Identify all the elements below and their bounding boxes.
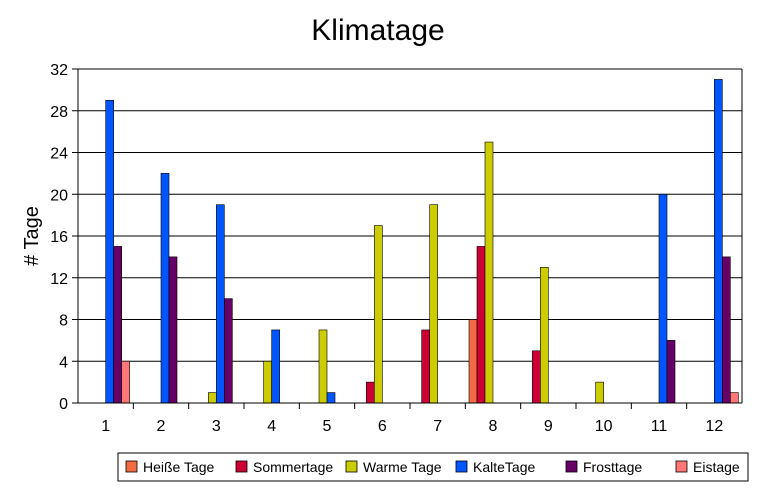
bar-warme-tage — [540, 267, 549, 404]
x-tick-label: 1 — [101, 418, 110, 435]
x-tick-label: 6 — [378, 418, 387, 435]
chart-title: Klimatage — [311, 14, 444, 47]
bar-frosttage — [113, 246, 122, 404]
bar-kaltetage — [105, 100, 114, 404]
bar-kaltetage — [714, 79, 723, 404]
bar-kaltetage — [160, 173, 170, 404]
gridlines — [78, 68, 742, 362]
y-tick-label: 28 — [50, 104, 68, 121]
bar-kaltetage — [271, 329, 280, 404]
legend-swatch — [675, 460, 688, 473]
x-tick-label: 10 — [595, 418, 613, 435]
bar-kaltetage — [658, 193, 668, 404]
legend-label: Warme Tage — [363, 459, 442, 475]
x-tick-label: 9 — [544, 418, 553, 435]
x-tick-label: 12 — [705, 418, 723, 435]
y-axis-label: # Tage — [21, 206, 43, 266]
bar-sommertage — [366, 381, 375, 404]
legend-swatch — [125, 460, 138, 473]
bar-frosttage — [224, 298, 233, 404]
legend-label: Sommertage — [253, 459, 333, 475]
bar-sommertage — [476, 246, 486, 404]
bar-frosttage — [168, 256, 178, 404]
bar-frosttage — [666, 340, 676, 404]
y-tick-label: 4 — [59, 354, 68, 371]
bar-warme-tage — [263, 360, 272, 404]
legend-swatch — [235, 460, 248, 473]
y-tick-label: 16 — [50, 229, 68, 246]
x-tick-label: 11 — [651, 418, 668, 435]
y-tick-label: 8 — [59, 313, 68, 330]
bar-frosttage — [722, 256, 731, 404]
x-tick-label: 2 — [157, 418, 166, 435]
x-tick-label: 8 — [489, 418, 498, 435]
x-tick-label: 7 — [433, 418, 442, 435]
legend-label: Eistage — [693, 459, 740, 475]
bar-kaltetage — [326, 392, 336, 404]
y-tick-label: 20 — [50, 187, 68, 204]
legend-swatch — [455, 460, 468, 473]
bar-sommertage — [532, 350, 541, 404]
legend-box — [117, 452, 749, 482]
y-tick-label: 32 — [50, 62, 68, 79]
bar-kaltetage — [216, 204, 225, 404]
x-tick-label: 3 — [212, 418, 221, 435]
y-tick-label: 12 — [50, 271, 68, 288]
legend-swatch — [345, 460, 358, 473]
bar-warme-tage — [595, 381, 604, 404]
x-tick-label: 4 — [267, 418, 276, 435]
bar-sommertage — [421, 329, 430, 404]
axes — [72, 68, 743, 409]
bar-warme-tage — [484, 141, 494, 404]
legend-swatch — [565, 460, 578, 473]
bars — [105, 79, 739, 404]
x-tick-label: 5 — [323, 418, 332, 435]
legend-label: Heiße Tage — [143, 459, 215, 475]
bar-warme-tage — [208, 392, 217, 404]
bar-warme-tage — [429, 204, 438, 404]
bar-eistage — [121, 360, 130, 404]
y-tick-label: 24 — [50, 146, 68, 163]
bar-eistage — [730, 392, 739, 404]
y-tick-label: 0 — [59, 396, 68, 413]
bar-heiße-tage — [468, 319, 478, 404]
legend-label: Frosttage — [583, 459, 642, 475]
bar-warme-tage — [318, 329, 328, 404]
bar-warme-tage — [374, 225, 383, 404]
legend: Heiße Tage Sommertage Warme Tage KalteTage F… — [117, 452, 749, 482]
legend-label: KalteTage — [473, 459, 535, 475]
